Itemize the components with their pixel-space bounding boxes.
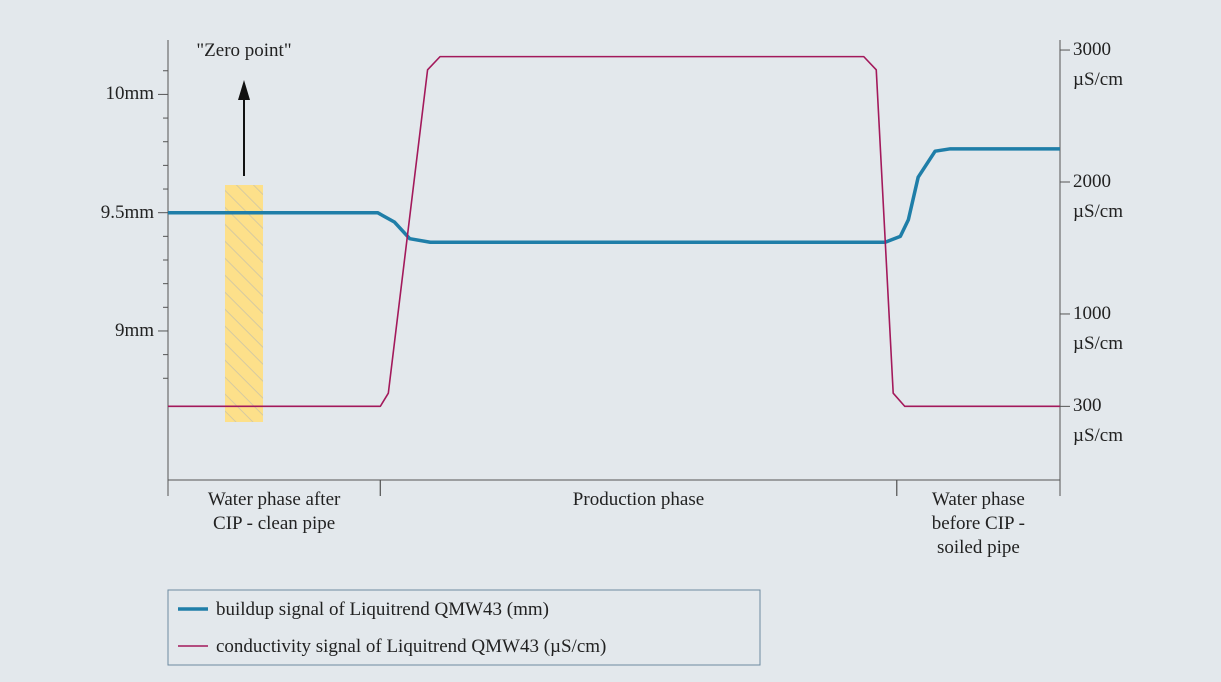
- legend-label: conductivity signal of Liquitrend QMW43 …: [216, 636, 606, 657]
- y2-tick-label: 300 µS/cm: [1073, 395, 1124, 447]
- phase-label: Water phase after CIP - clean pipe: [207, 489, 341, 534]
- zero-point-band: [225, 185, 263, 422]
- phase-label: Production phase: [572, 489, 705, 510]
- annotation: "Zero point": [196, 40, 291, 61]
- series-line: [168, 55, 1060, 408]
- y-tick-label: 9.5mm: [100, 201, 154, 223]
- y2-tick-label: 3000 µS/cm: [1073, 39, 1124, 91]
- phase-label: Water phase before CIP - soiled pipe: [931, 489, 1025, 558]
- y-tick-label: 10mm: [105, 83, 154, 105]
- legend-box: [167, 589, 761, 666]
- legend-label: buildup signal of Liquitrend QMW43 (mm): [216, 599, 549, 620]
- y2-tick-label: 2000 µS/cm: [1073, 171, 1124, 222]
- arrow-head: [238, 80, 250, 100]
- y-tick-label: 9mm: [114, 319, 154, 341]
- series-line: [168, 147, 1060, 245]
- y2-tick-label: 1000 µS/cm: [1073, 302, 1124, 354]
